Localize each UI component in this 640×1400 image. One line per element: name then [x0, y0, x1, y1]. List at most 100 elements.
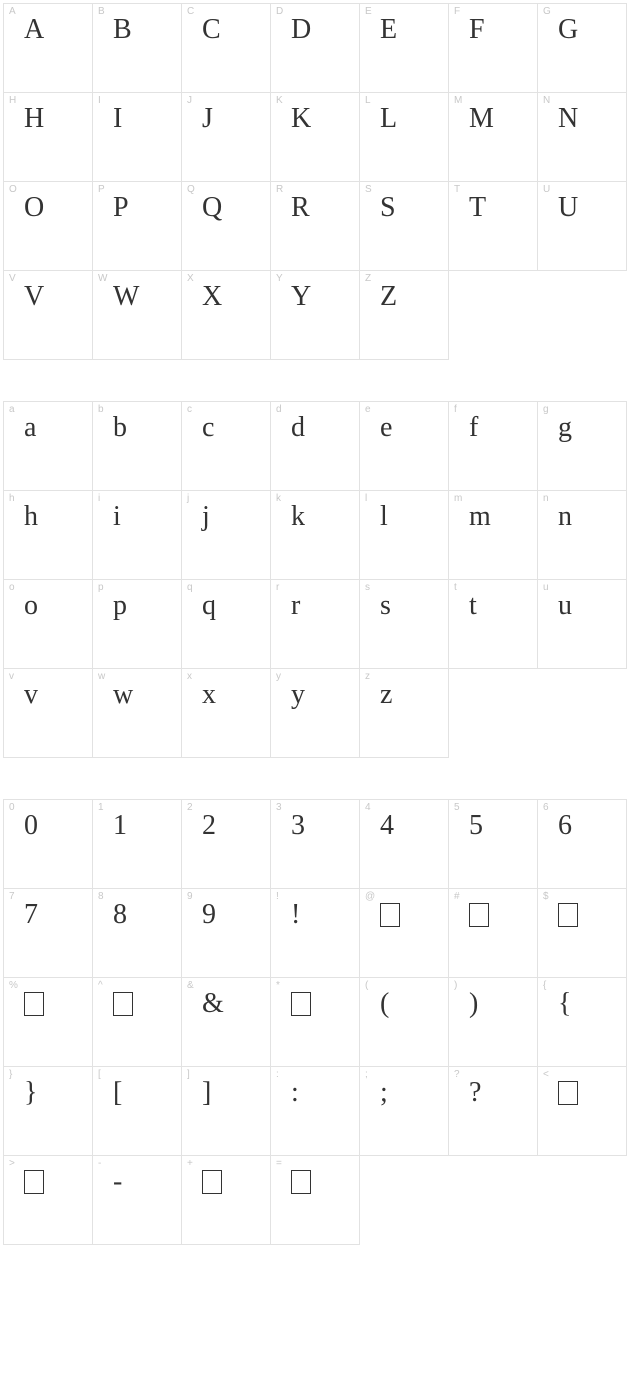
glyph-display: Q	[202, 194, 222, 222]
glyph-cell: 11	[92, 799, 182, 889]
glyph-display: L	[380, 105, 397, 133]
glyph-display: d	[291, 414, 305, 442]
glyph-cell: [[	[92, 1066, 182, 1156]
glyph-display: -	[113, 1168, 122, 1196]
glyph-cell: ((	[359, 977, 449, 1067]
glyph-label: ]	[187, 1070, 190, 1080]
glyph-label: f	[454, 405, 457, 415]
glyph-display: 2	[202, 812, 216, 840]
glyph-label: i	[98, 494, 100, 504]
glyph-label: W	[98, 274, 107, 284]
missing-glyph-icon	[380, 903, 400, 927]
glyph-cell: uu	[537, 579, 627, 669]
glyph-cell: MM	[448, 92, 538, 182]
glyph-label: K	[276, 96, 283, 106]
glyph-cell: 66	[537, 799, 627, 889]
glyph-label: u	[543, 583, 549, 593]
glyph-cell: 55	[448, 799, 538, 889]
glyph-cell: gg	[537, 401, 627, 491]
glyph-display: N	[558, 105, 578, 133]
glyph-label: *	[276, 981, 280, 991]
glyph-cell: xx	[181, 668, 271, 758]
glyph-label: h	[9, 494, 15, 504]
glyph-cell: *	[270, 977, 360, 1067]
glyph-cell: SS	[359, 181, 449, 271]
glyph-label: :	[276, 1070, 279, 1080]
glyph-cell: AA	[3, 3, 93, 93]
glyph-cell: cc	[181, 401, 271, 491]
missing-glyph-icon	[291, 992, 311, 1016]
glyph-label: J	[187, 96, 192, 106]
glyph-cell: ::	[270, 1066, 360, 1156]
glyph-cell: #	[448, 888, 538, 978]
glyph-label: }	[9, 1070, 12, 1080]
glyph-label: )	[454, 981, 457, 991]
glyph-display: D	[291, 16, 311, 44]
glyph-cell: =	[270, 1155, 360, 1245]
glyph-display: j	[202, 503, 210, 531]
glyph-cell: rr	[270, 579, 360, 669]
glyph-cell: RR	[270, 181, 360, 271]
glyph-cell: ??	[448, 1066, 538, 1156]
glyph-display: &	[202, 990, 224, 1018]
glyph-display: Y	[291, 283, 311, 311]
glyph-cell: oo	[3, 579, 93, 669]
glyph-cell: 77	[3, 888, 93, 978]
glyph-display: y	[291, 681, 305, 709]
glyph-display: A	[24, 16, 44, 44]
glyph-display: H	[24, 105, 44, 133]
glyph-display: k	[291, 503, 305, 531]
glyph-display: w	[113, 681, 133, 709]
glyph-label: S	[365, 185, 372, 195]
glyph-cell: 22	[181, 799, 271, 889]
glyph-display: !	[291, 901, 300, 929]
glyph-label: l	[365, 494, 367, 504]
glyph-display: {	[558, 990, 571, 1018]
glyph-cell: }}	[3, 1066, 93, 1156]
glyph-label: 9	[187, 892, 193, 902]
glyph-display: t	[469, 592, 477, 620]
glyph-cell: 00	[3, 799, 93, 889]
glyph-display: x	[202, 681, 216, 709]
glyph-label: D	[276, 7, 283, 17]
glyph-label: 6	[543, 803, 549, 813]
glyph-label: Y	[276, 274, 283, 284]
glyph-label: {	[543, 981, 546, 991]
glyph-display: [	[113, 1079, 122, 1107]
glyph-display	[113, 990, 133, 1018]
glyph-label: k	[276, 494, 281, 504]
missing-glyph-icon	[113, 992, 133, 1016]
glyph-display: :	[291, 1079, 299, 1107]
glyph-display: r	[291, 592, 300, 620]
glyph-label: j	[187, 494, 189, 504]
glyph-cell: ]]	[181, 1066, 271, 1156]
glyph-label: 5	[454, 803, 460, 813]
glyph-cell: WW	[92, 270, 182, 360]
glyph-label: C	[187, 7, 194, 17]
glyph-display: B	[113, 16, 132, 44]
glyph-label: U	[543, 185, 550, 195]
glyph-cell: YY	[270, 270, 360, 360]
glyph-label: ?	[454, 1070, 460, 1080]
glyph-display: ?	[469, 1079, 481, 1107]
glyph-display: ;	[380, 1079, 388, 1107]
glyph-grid: AABBCCDDEEFFGGHHIIJJKKLLMMNNOOPPQQRRSSTT…	[4, 4, 632, 360]
glyph-cell: 44	[359, 799, 449, 889]
glyph-cell: zz	[359, 668, 449, 758]
glyph-display: J	[202, 105, 213, 133]
glyph-cell: $	[537, 888, 627, 978]
glyph-cell: ww	[92, 668, 182, 758]
section-lowercase: aabbccddeeffgghhiijjkkllmmnnooppqqrrsstt…	[4, 402, 632, 758]
glyph-display	[469, 901, 489, 929]
glyph-label: t	[454, 583, 457, 593]
glyph-label: 8	[98, 892, 104, 902]
glyph-label: $	[543, 892, 549, 902]
glyph-label: >	[9, 1159, 15, 1169]
glyph-label: 4	[365, 803, 371, 813]
glyph-cell: qq	[181, 579, 271, 669]
missing-glyph-icon	[24, 1170, 44, 1194]
glyph-display: h	[24, 503, 38, 531]
glyph-label: 3	[276, 803, 282, 813]
glyph-display: 4	[380, 812, 394, 840]
glyph-display: 6	[558, 812, 572, 840]
